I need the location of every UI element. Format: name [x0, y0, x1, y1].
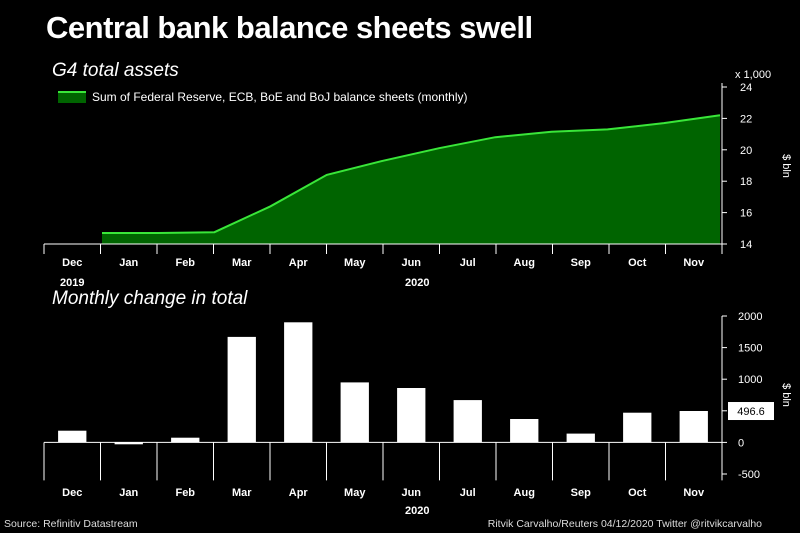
bar: [58, 430, 87, 443]
credit-note: Ritvik Carvalho/Reuters 04/12/2020 Twitt…: [487, 518, 762, 530]
x-tick-label: Feb: [175, 257, 195, 269]
y-tick-label: 2000: [738, 311, 762, 323]
bar: [171, 437, 200, 443]
x-tick-label: Oct: [628, 487, 647, 499]
x-tick-label: Apr: [289, 257, 309, 269]
x-tick-label: Nov: [683, 257, 705, 269]
area-fill: [102, 115, 720, 244]
x-tick-label: Jun: [401, 487, 421, 499]
bar: [397, 388, 426, 443]
bar: [284, 322, 313, 443]
series-line: [102, 114, 721, 234]
y-tick-label: 24: [740, 82, 752, 94]
x-tick-label: May: [344, 257, 366, 269]
y-tick-label: 22: [740, 113, 752, 125]
y-tick-label: 16: [740, 208, 752, 220]
bar: [453, 400, 482, 443]
x-tick-label: Jul: [460, 257, 476, 269]
y-tick-label: -500: [738, 469, 760, 481]
x-tick-label: May: [344, 487, 366, 499]
x-tick-label: Nov: [683, 487, 705, 499]
annotation-label: 496.6: [737, 406, 765, 418]
bar: [227, 336, 256, 443]
x-tick-label: Mar: [232, 487, 252, 499]
year-label: 2020: [405, 277, 429, 289]
chart-title: Central bank balance sheets swell: [46, 10, 533, 45]
x-tick-label: Aug: [514, 257, 535, 269]
legend-label: Sum of Federal Reserve, ECB, BoE and BoJ…: [92, 90, 468, 104]
y-axis-label-bottom: $ bln: [780, 383, 792, 407]
x-tick-label: Jan: [119, 257, 138, 269]
legend-swatch: [58, 91, 86, 103]
top-chart-subtitle: G4 total assets: [52, 60, 179, 81]
legend: Sum of Federal Reserve, ECB, BoE and BoJ…: [58, 90, 468, 104]
x-tick-label: Aug: [514, 487, 535, 499]
bar: [340, 382, 369, 443]
x-tick-label: Sep: [571, 487, 591, 499]
x-tick-label: Jun: [401, 257, 421, 269]
y-tick-label: 14: [740, 239, 752, 251]
bottom-chart-subtitle: Monthly change in total: [52, 288, 248, 309]
bar: [623, 412, 652, 443]
source-note: Source: Refinitiv Datastream: [4, 518, 138, 530]
y-unit-label: x 1,000: [735, 69, 771, 81]
year-label: 2020: [405, 505, 429, 517]
y-tick-label: 0: [738, 437, 744, 449]
bar: [114, 442, 143, 445]
x-tick-label: Oct: [628, 257, 647, 269]
x-tick-label: Apr: [289, 487, 309, 499]
x-tick-label: Jul: [460, 487, 476, 499]
bar: [679, 411, 708, 443]
y-axis-label-top: $ bln: [780, 154, 792, 178]
x-tick-label: Sep: [571, 257, 591, 269]
y-tick-label: 1500: [738, 343, 762, 355]
bar: [510, 419, 539, 443]
annotation-box: [728, 402, 774, 421]
x-tick-label: Dec: [62, 487, 82, 499]
bar: [566, 433, 595, 443]
year-label: 2019: [60, 277, 84, 289]
y-tick-label: 20: [740, 145, 752, 157]
x-tick-label: Mar: [232, 257, 252, 269]
y-tick-label: 1000: [738, 374, 762, 386]
x-tick-label: Jan: [119, 487, 138, 499]
y-tick-label: 18: [740, 176, 752, 188]
x-tick-label: Feb: [175, 487, 195, 499]
x-tick-label: Dec: [62, 257, 82, 269]
